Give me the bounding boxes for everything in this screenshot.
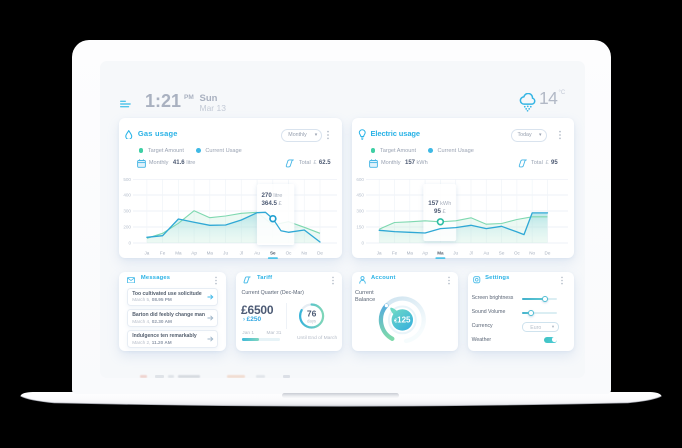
svg-text:500: 500 <box>124 177 132 182</box>
svg-text:Ma: Ma <box>176 250 183 255</box>
svg-text:Ma: Ma <box>437 250 444 255</box>
svg-text:De: De <box>317 250 323 255</box>
svg-text:days: days <box>307 319 316 324</box>
svg-text:Oc: Oc <box>513 250 520 255</box>
svg-text:Ju: Ju <box>224 250 229 255</box>
svg-text:200: 200 <box>124 225 132 230</box>
svg-text:Ap: Ap <box>422 250 428 255</box>
svg-text:Oc: Oc <box>286 250 293 255</box>
svg-text:€125: €125 <box>394 316 411 325</box>
svg-text:No: No <box>302 250 308 255</box>
svg-text:Ap: Ap <box>192 250 198 255</box>
svg-text:Au: Au <box>483 250 489 255</box>
svg-text:Jl: Jl <box>240 250 243 255</box>
svg-text:Fe: Fe <box>160 250 166 255</box>
svg-text:300: 300 <box>124 209 132 214</box>
svg-text:Jl: Jl <box>469 250 472 255</box>
svg-text:270 litre: 270 litre <box>262 192 283 199</box>
svg-text:95 £: 95 £ <box>434 208 446 215</box>
svg-text:300: 300 <box>356 209 364 214</box>
svg-text:De: De <box>544 250 550 255</box>
svg-text:Ma: Ma <box>207 250 214 255</box>
svg-text:Fe: Fe <box>391 250 397 255</box>
svg-text:450: 450 <box>356 193 364 198</box>
svg-text:Au: Au <box>255 250 261 255</box>
svg-text:Ja: Ja <box>376 250 381 255</box>
svg-text:Ma: Ma <box>406 250 413 255</box>
svg-text:0: 0 <box>361 241 364 246</box>
svg-text:150: 150 <box>356 225 364 230</box>
svg-text:No: No <box>529 250 535 255</box>
svg-text:600: 600 <box>356 177 364 182</box>
svg-text:Ja: Ja <box>145 250 150 255</box>
svg-text:Se: Se <box>270 250 276 255</box>
svg-text:Se: Se <box>498 250 504 255</box>
svg-text:400: 400 <box>124 193 132 198</box>
svg-text:Ju: Ju <box>453 250 458 255</box>
svg-text:364.5 £: 364.5 £ <box>262 200 282 207</box>
svg-text:157 kWh: 157 kWh <box>428 200 451 207</box>
svg-text:76: 76 <box>306 309 316 319</box>
svg-text:0: 0 <box>129 241 132 246</box>
